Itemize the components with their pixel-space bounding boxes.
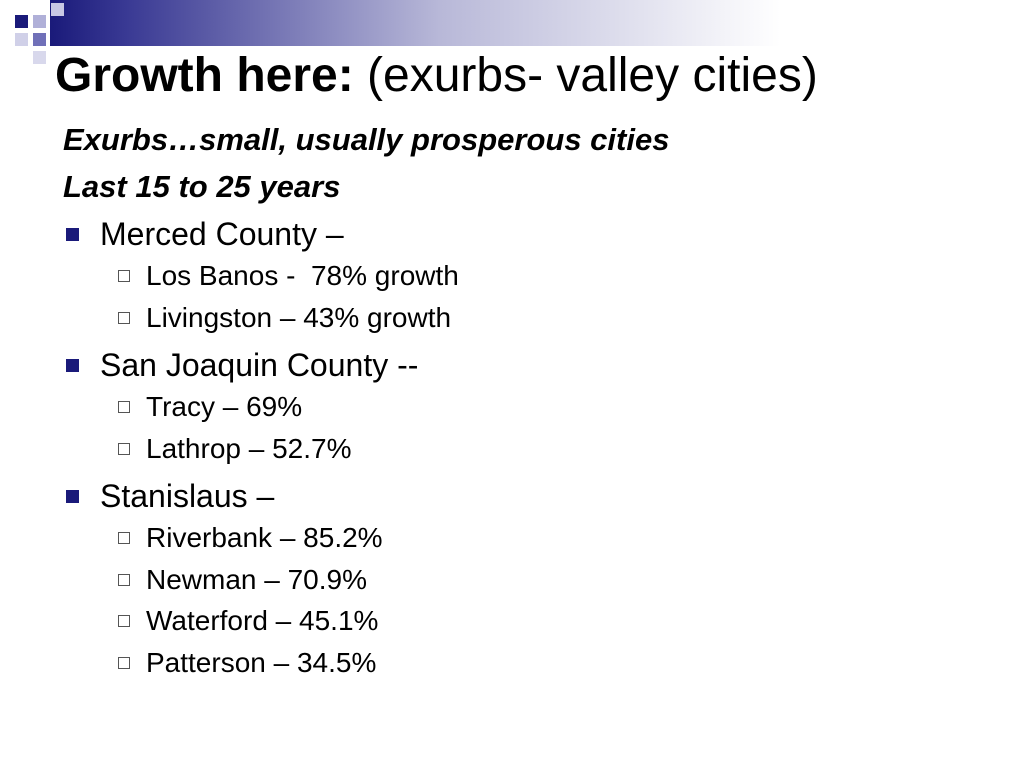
item: Patterson – 34.5%: [146, 646, 377, 678]
bullet: [66, 359, 79, 372]
item: Tracy – 69%: [146, 391, 303, 422]
item: Lathrop – 52.7%: [146, 432, 352, 464]
sub-bullet: [118, 532, 130, 544]
item: Livingston – 43% growth: [146, 301, 452, 333]
subtitle-line: Exurbs…small, usually prosperous cities: [63, 122, 670, 157]
sub-bullet: [118, 615, 130, 627]
bullet: [66, 228, 79, 241]
bullet: [66, 490, 79, 503]
item: Los Banos - 78% growth: [146, 260, 459, 291]
group-label: San Joaquin County --: [100, 347, 419, 383]
item: Newman – 70.9%: [146, 563, 368, 595]
title-bold: Growth here:: [55, 49, 354, 102]
decor-square: [15, 15, 28, 28]
sub-bullet: [118, 442, 130, 455]
subtitle-line: Last 15 to 25 years: [63, 169, 341, 204]
item: Riverbank – 85.2%: [146, 522, 383, 553]
group-label: Stanislaus –: [100, 478, 275, 514]
sub-bullet: [118, 311, 130, 324]
decor-square: [33, 15, 46, 28]
title: Growth here: (exurbs- valley cities): [55, 46, 818, 106]
sub-bullet: [118, 270, 130, 282]
sub-bullet: [118, 656, 130, 669]
header-bar: [50, 0, 1024, 46]
decor-square: [33, 51, 46, 64]
item: Waterford – 45.1%: [146, 605, 379, 636]
decor-square: [51, 3, 64, 16]
title-rest: (exurbs- valley cities): [367, 49, 818, 102]
sub-bullet: [118, 573, 130, 586]
group-label: Merced County –: [100, 216, 344, 252]
decor-square: [15, 33, 28, 46]
decor-square: [33, 33, 46, 46]
sub-bullet: [118, 401, 130, 413]
